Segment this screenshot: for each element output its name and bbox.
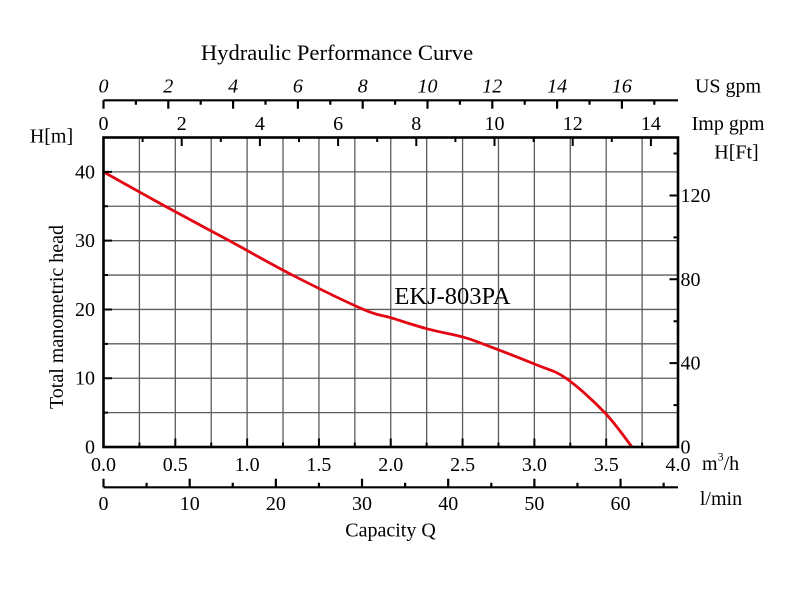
svg-text:20: 20 (75, 299, 95, 321)
svg-text:1.5: 1.5 (306, 454, 331, 476)
svg-text:10: 10 (418, 76, 438, 98)
svg-text:12: 12 (482, 76, 502, 98)
svg-text:H[m]: H[m] (30, 126, 73, 148)
svg-text:4.0: 4.0 (666, 454, 691, 476)
svg-text:60: 60 (611, 493, 631, 515)
svg-text:30: 30 (352, 493, 372, 515)
svg-text:2.5: 2.5 (450, 454, 475, 476)
svg-text:14: 14 (641, 113, 661, 135)
svg-text:20: 20 (266, 493, 286, 515)
svg-text:2.0: 2.0 (378, 454, 403, 476)
svg-text:0: 0 (85, 437, 95, 459)
svg-text:2: 2 (163, 76, 173, 98)
svg-text:3.5: 3.5 (594, 454, 619, 476)
svg-text:Total manometric head: Total manometric head (46, 225, 68, 409)
svg-text:4: 4 (228, 76, 238, 98)
svg-text:8: 8 (411, 113, 421, 135)
svg-text:10: 10 (180, 493, 200, 515)
svg-text:10: 10 (485, 113, 505, 135)
svg-text:4: 4 (255, 113, 265, 135)
svg-text:16: 16 (612, 76, 632, 98)
svg-text:US gpm: US gpm (695, 76, 762, 98)
svg-text:40: 40 (438, 493, 458, 515)
svg-text:0: 0 (99, 76, 109, 98)
svg-text:40: 40 (75, 161, 95, 183)
svg-text:Imp gpm: Imp gpm (692, 113, 765, 135)
svg-text:40: 40 (681, 353, 701, 375)
svg-text:3.0: 3.0 (522, 454, 547, 476)
svg-text:Hydraulic Performance Curve: Hydraulic Performance Curve (201, 40, 473, 65)
svg-text:1.0: 1.0 (235, 454, 260, 476)
svg-text:6: 6 (333, 113, 343, 135)
svg-text:EKJ-803PA: EKJ-803PA (394, 283, 510, 310)
svg-text:Capacity Q: Capacity Q (345, 520, 436, 542)
svg-text:120: 120 (681, 185, 711, 207)
svg-text:8: 8 (358, 76, 368, 98)
svg-text:0.5: 0.5 (163, 454, 188, 476)
svg-text:80: 80 (681, 269, 701, 291)
svg-text:0.0: 0.0 (91, 454, 116, 476)
svg-text:0: 0 (681, 437, 691, 459)
svg-text:30: 30 (75, 230, 95, 252)
svg-text:0: 0 (99, 493, 109, 515)
svg-text:0: 0 (99, 113, 109, 135)
svg-text:2: 2 (177, 113, 187, 135)
svg-text:12: 12 (563, 113, 583, 135)
svg-text:50: 50 (524, 493, 544, 515)
svg-text:14: 14 (547, 76, 567, 98)
svg-text:6: 6 (293, 76, 303, 98)
svg-text:m3/h: m3/h (702, 450, 739, 476)
svg-text:l/min: l/min (700, 488, 742, 510)
svg-text:10: 10 (75, 368, 95, 390)
svg-text:H[Ft]: H[Ft] (714, 141, 758, 163)
